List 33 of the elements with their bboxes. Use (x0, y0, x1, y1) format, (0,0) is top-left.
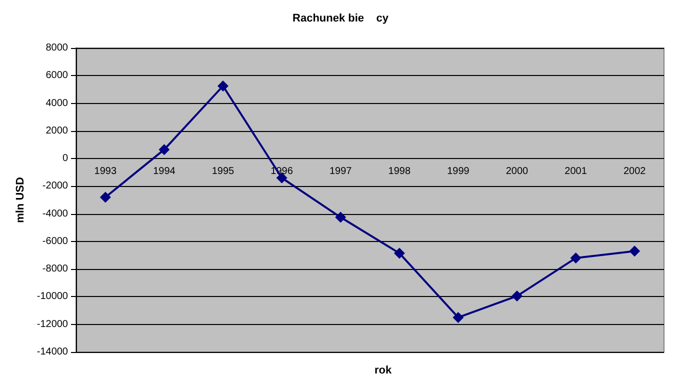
x-tick-label: 2002 (623, 166, 646, 178)
x-tick-label: 1993 (94, 166, 117, 178)
point (100, 192, 111, 203)
point (629, 246, 640, 257)
y-tick-label: -14000 (36, 346, 68, 358)
y-tick-label: 8000 (46, 42, 68, 54)
point (335, 212, 346, 223)
y-tick-label: -4000 (42, 208, 68, 220)
y-tick-label: 0 (62, 153, 68, 164)
point (158, 144, 170, 156)
y-tick-label: -8000 (42, 264, 68, 275)
x-tick-label: 2000 (506, 166, 529, 178)
x-tick-label: 1999 (447, 166, 470, 178)
x-tick-label: 1995 (212, 166, 235, 178)
y-tick-label: -10000 (36, 291, 68, 302)
x-tick-label: 2001 (564, 166, 588, 178)
point (218, 80, 228, 92)
point (570, 252, 582, 264)
y-tick-label: -6000 (42, 236, 68, 247)
x-tick-label: 1997 (329, 166, 352, 178)
x-axis-title: rok (374, 364, 392, 376)
chart-title: Rachunek bie cy (292, 12, 390, 24)
point (452, 312, 464, 323)
y-axis-title: mln USD (14, 177, 26, 223)
y-tick-label: 6000 (46, 70, 68, 82)
x-tick-label: 1998 (388, 166, 411, 178)
y-tick-label: 2000 (46, 125, 68, 136)
y-tick-label: -12000 (36, 318, 68, 330)
point (394, 248, 405, 259)
y-tick-label: -2000 (42, 180, 68, 192)
point (512, 290, 522, 302)
y-tick-label: 4000 (46, 98, 68, 109)
x-tick-label: 1994 (153, 166, 176, 178)
